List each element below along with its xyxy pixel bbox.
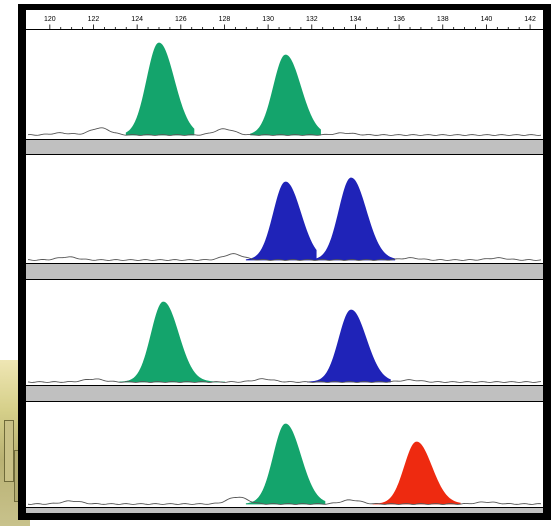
axis-tick-label: 130 [262, 16, 274, 23]
electropherogram-chart: 120 122 124 126 128 130 132 134 136 138 140 142 [26, 10, 543, 514]
baseline-trace [27, 127, 542, 136]
lane-separator [26, 139, 543, 155]
axis-tick-label: 128 [219, 16, 231, 23]
axis-tick-label: 122 [88, 16, 100, 23]
lane-separator [26, 507, 543, 514]
peak-blue [315, 177, 396, 261]
baseline-trace [27, 253, 542, 261]
axis-tick-label: 140 [481, 16, 493, 23]
axis-tick-label: 126 [175, 16, 187, 23]
peak-green [119, 301, 225, 383]
axis-tick-label: 136 [393, 16, 405, 23]
axis-tick-label: 134 [350, 16, 362, 23]
axis-tick-label: 120 [44, 16, 56, 23]
axis-tick-label: 124 [131, 16, 143, 23]
peak-blue [245, 181, 317, 261]
axis-tick-label: 138 [437, 16, 449, 23]
peak-red [372, 441, 461, 505]
baseline-trace [27, 378, 542, 383]
axis-tick-label: 142 [524, 16, 536, 23]
lane-separator [26, 385, 543, 402]
axis-tick-label: 132 [306, 16, 318, 23]
peak-green [245, 423, 326, 505]
lane-separator [26, 263, 543, 280]
peak-green [250, 54, 321, 136]
peak-blue [307, 309, 391, 383]
electropherogram-panel: 120 122 124 126 128 130 132 134 136 138 140 142 [26, 10, 543, 514]
background-photo-detail [4, 420, 14, 482]
axis-ruler [26, 10, 543, 30]
baseline-trace [27, 496, 542, 505]
peak-green [125, 42, 195, 136]
